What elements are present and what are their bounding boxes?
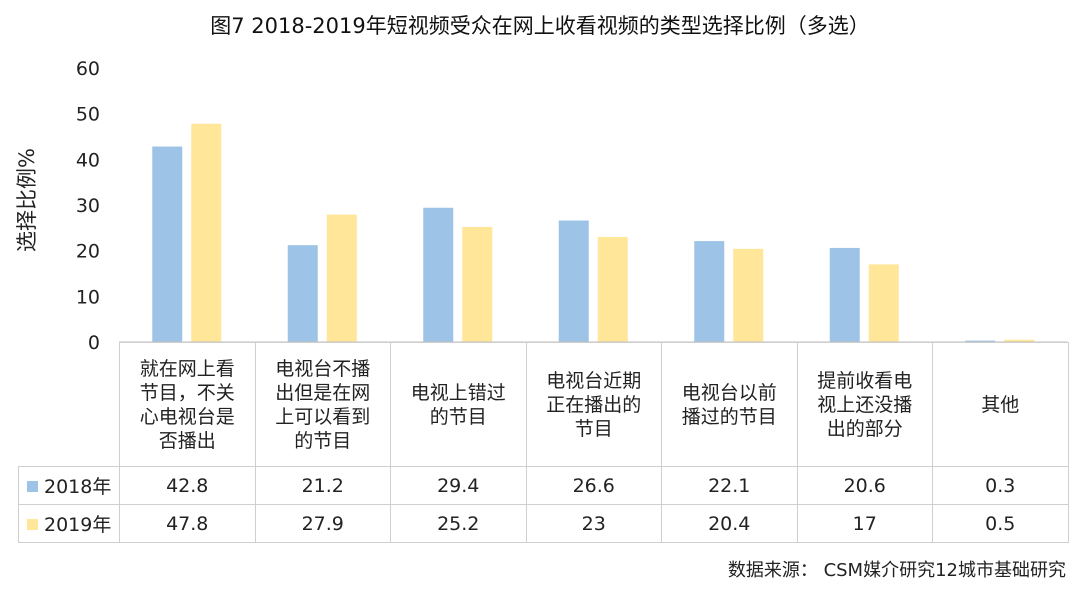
category-label-line: 播过的节目 bbox=[681, 405, 777, 428]
category-label-line: 电视台不播 bbox=[275, 357, 371, 380]
bar-2019 bbox=[868, 264, 899, 342]
y-tick-label: 40 bbox=[76, 149, 100, 171]
bar-2018 bbox=[287, 245, 318, 342]
category-label-line: 的节目 bbox=[294, 429, 352, 452]
category-label-line: 电视上错过 bbox=[410, 381, 506, 404]
legend-label: 2019年 bbox=[44, 514, 112, 536]
category-label-line: 心电视台是 bbox=[139, 405, 235, 428]
y-tick-label: 50 bbox=[76, 104, 100, 126]
category-label-line: 否播出 bbox=[158, 429, 216, 452]
table-corner bbox=[18, 342, 120, 467]
bar-2018 bbox=[423, 207, 454, 342]
data-value-cell: 29.4 bbox=[390, 466, 527, 505]
data-value-cell: 21.2 bbox=[254, 466, 391, 505]
data-value-cell: 20.6 bbox=[796, 466, 933, 505]
y-tick-label: 20 bbox=[76, 241, 100, 263]
legend-entry: 2018年 bbox=[18, 466, 120, 505]
bar-2018 bbox=[829, 247, 860, 342]
category-label-line: 视上还没播 bbox=[817, 393, 913, 416]
legend-entry: 2019年 bbox=[18, 504, 120, 543]
data-value-cell: 25.2 bbox=[390, 504, 527, 543]
table-row-2019: 2019年 47.8 27.9 25.2 23 20.4 17 0.5 bbox=[18, 504, 1069, 543]
bar-2019 bbox=[597, 236, 628, 342]
category-label-line: 电视台近期 bbox=[546, 369, 642, 392]
bar-2019 bbox=[326, 214, 357, 342]
y-tick-label: 60 bbox=[76, 58, 100, 80]
chart-title: 图7 2018-2019年短视频受众在网上收看视频的类型选择比例（多选） bbox=[210, 14, 870, 38]
bar-2018 bbox=[152, 146, 183, 342]
category-label-line: 节目 bbox=[574, 417, 613, 440]
data-value-cell: 22.1 bbox=[661, 466, 798, 505]
y-tick-label: 10 bbox=[76, 286, 100, 308]
bar-2018 bbox=[558, 220, 589, 342]
bar-2019 bbox=[1004, 339, 1035, 342]
category-label: 提前收看电 视上还没播 出的部分 bbox=[796, 342, 933, 467]
category-label-line: 电视台以前 bbox=[681, 381, 777, 404]
data-value-cell: 0.3 bbox=[932, 466, 1069, 505]
bar-2019 bbox=[191, 123, 222, 342]
category-label-line: 正在播出的 bbox=[546, 393, 642, 416]
y-tick-label: 30 bbox=[76, 195, 100, 217]
data-value-cell: 42.8 bbox=[119, 466, 256, 505]
category-label: 其他 bbox=[932, 342, 1069, 467]
category-label-line: 上可以看到 bbox=[275, 405, 371, 428]
data-value-cell: 20.4 bbox=[661, 504, 798, 543]
bar-2019 bbox=[462, 226, 493, 342]
data-value-cell: 27.9 bbox=[254, 504, 391, 543]
bar-2019 bbox=[733, 248, 764, 342]
category-label: 电视台近期 正在播出的 节目 bbox=[525, 342, 662, 467]
bar-2018 bbox=[694, 241, 725, 342]
category-label-line: 其他 bbox=[981, 393, 1020, 416]
table-row-2018: 2018年 42.8 21.2 29.4 26.6 22.1 20.6 0.3 bbox=[18, 466, 1069, 505]
category-label: 电视上错过 的节目 bbox=[390, 342, 527, 467]
category-label: 电视台以前 播过的节目 bbox=[661, 342, 798, 467]
category-label-line: 的节目 bbox=[429, 405, 487, 428]
data-value-cell: 0.5 bbox=[932, 504, 1069, 543]
bar-2018 bbox=[965, 340, 996, 342]
category-label-line: 提前收看电 bbox=[817, 369, 913, 392]
category-label-line: 就在网上看 bbox=[139, 357, 235, 380]
category-label-line: 节目，不关 bbox=[139, 381, 235, 404]
data-value-cell: 26.6 bbox=[525, 466, 662, 505]
data-source-note: 数据来源： CSM媒介研究12城市基础研究 bbox=[727, 560, 1066, 581]
category-label: 就在网上看 节目，不关 心电视台是 否播出 bbox=[119, 342, 256, 467]
category-label-line: 出的部分 bbox=[826, 417, 903, 440]
data-table: 就在网上看 节目，不关 心电视台是 否播出 电视台不播 出但是在网 上可以看到 的节目 电视上错… bbox=[18, 342, 1069, 543]
data-value-cell: 23 bbox=[525, 504, 662, 543]
data-value-cell: 47.8 bbox=[119, 504, 256, 543]
category-label-line: 出但是在网 bbox=[275, 381, 371, 404]
legend-label: 2018年 bbox=[44, 476, 112, 498]
category-label: 电视台不播 出但是在网 上可以看到 的节目 bbox=[254, 342, 391, 467]
legend-swatch bbox=[27, 519, 38, 530]
data-value-cell: 17 bbox=[796, 504, 933, 543]
category-header-row: 就在网上看 节目，不关 心电视台是 否播出 电视台不播 出但是在网 上可以看到 的节目 电视上错… bbox=[18, 342, 1069, 467]
legend-swatch bbox=[27, 481, 38, 492]
